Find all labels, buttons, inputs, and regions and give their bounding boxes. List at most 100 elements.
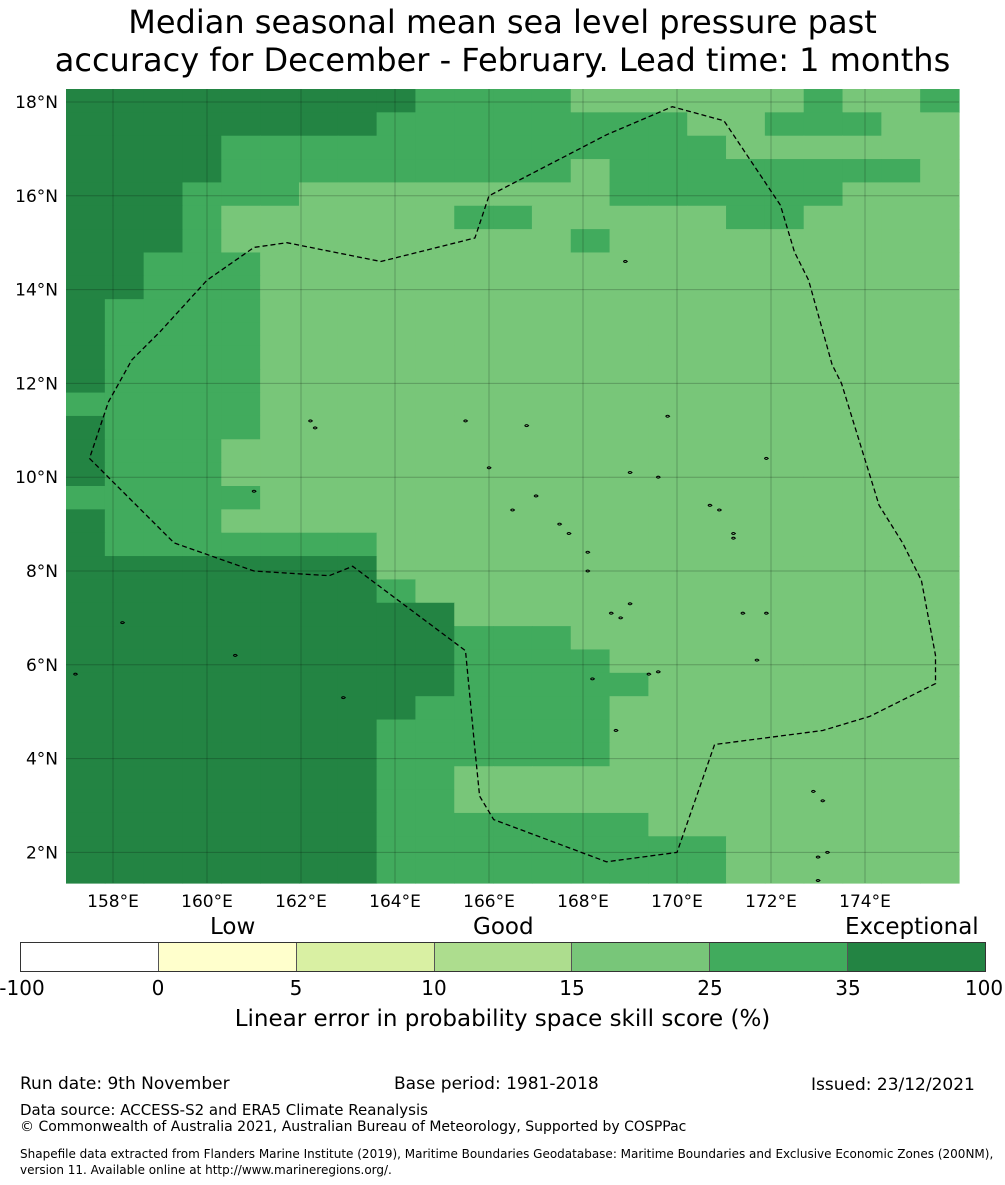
skill-cell — [454, 275, 494, 300]
skill-cell — [648, 509, 688, 534]
skill-cell — [337, 742, 378, 767]
skill-cell — [298, 649, 339, 674]
title-line-1: Median seasonal mean sea level pressure … — [128, 3, 877, 41]
island-outline — [825, 850, 831, 854]
skill-cell — [454, 789, 494, 814]
skill-cell — [143, 345, 184, 370]
skill-cell — [920, 789, 960, 814]
skill-cell — [454, 369, 494, 394]
skill-cell — [920, 275, 960, 300]
skill-cell — [803, 275, 844, 300]
skill-cell — [764, 626, 805, 651]
skill-cell — [687, 205, 727, 230]
skill-cell — [66, 135, 106, 160]
skill-cell — [298, 252, 339, 277]
colorbar-label: Linear error in probability space skill … — [234, 1006, 771, 1032]
skill-cell — [415, 462, 455, 487]
skill-cell — [609, 532, 649, 557]
skill-cell — [687, 812, 727, 837]
latitude-tick-label: 14°N — [15, 281, 58, 301]
skill-cell — [337, 766, 378, 791]
skill-cell — [764, 602, 805, 627]
skill-cell — [493, 89, 533, 113]
skill-cell — [298, 859, 339, 884]
skill-cell — [726, 159, 766, 184]
latitude-tick-label: 16°N — [15, 187, 58, 207]
skill-cell — [764, 696, 805, 721]
skill-cell — [376, 159, 417, 184]
skill-cell — [104, 322, 145, 347]
skill-cell — [687, 112, 727, 137]
skill-cell — [531, 135, 572, 160]
latitude-tick-label: 6°N — [26, 656, 58, 676]
skill-cell — [337, 275, 378, 300]
skill-cell — [66, 89, 106, 113]
skill-cell — [493, 345, 533, 370]
skill-cell — [764, 836, 805, 861]
skill-cell — [337, 159, 378, 184]
skill-cell — [920, 509, 960, 534]
skill-cell — [104, 89, 145, 113]
skill-cell — [570, 182, 611, 207]
skill-cell — [881, 719, 921, 744]
skill-cell — [803, 392, 844, 417]
island-outline — [763, 456, 770, 460]
skill-cell — [687, 719, 727, 744]
skill-cell — [337, 252, 378, 277]
skill-cell — [104, 672, 145, 697]
skill-cell — [570, 159, 611, 184]
skill-cell — [648, 859, 688, 884]
skill-cell — [609, 696, 649, 721]
skill-cell — [648, 579, 688, 604]
skill-cell — [920, 696, 960, 721]
skill-cell — [881, 742, 921, 767]
skill-cell — [920, 859, 960, 884]
skill-cell — [143, 299, 184, 324]
skill-cell — [143, 462, 184, 487]
skill-cell — [609, 275, 649, 300]
skill-cell — [570, 696, 611, 721]
island-outline — [608, 611, 614, 615]
skill-cell — [920, 719, 960, 744]
skill-cell — [764, 789, 805, 814]
skill-cell — [337, 696, 378, 721]
skill-cell — [531, 742, 572, 767]
skill-cell — [531, 532, 572, 557]
skill-cell — [415, 112, 455, 137]
island-outline — [731, 536, 737, 540]
skill-cell — [648, 462, 688, 487]
skill-cell — [648, 649, 688, 674]
skill-cell — [143, 252, 184, 277]
skill-cell — [182, 415, 222, 440]
skill-cell — [531, 275, 572, 300]
skill-cell — [260, 135, 300, 160]
skill-cell — [298, 369, 339, 394]
skill-cell — [687, 299, 727, 324]
skill-cell — [260, 532, 300, 557]
skill-cell — [493, 766, 533, 791]
skill-cell — [415, 205, 455, 230]
skill-cell — [842, 135, 882, 160]
skill-cell — [648, 112, 688, 137]
skill-cell — [298, 462, 339, 487]
skill-cell — [376, 649, 417, 674]
skill-cell — [104, 439, 145, 464]
skill-cell — [298, 556, 339, 581]
skill-cell — [260, 159, 300, 184]
skill-cell — [298, 579, 339, 604]
longitude-tick-label: 162°E — [275, 892, 327, 910]
skill-cell — [648, 89, 688, 113]
skill-cell — [454, 719, 494, 744]
skill-cell — [143, 392, 184, 417]
skill-cell — [493, 836, 533, 861]
skill-cell — [531, 112, 572, 137]
skill-cell — [842, 602, 882, 627]
island-outline — [510, 508, 516, 512]
skill-cell — [609, 89, 649, 113]
skill-cell — [881, 182, 921, 207]
skill-cell — [454, 415, 494, 440]
skill-cell — [376, 836, 417, 861]
skill-cell — [920, 89, 960, 113]
skill-cell — [648, 159, 688, 184]
skill-cell — [298, 836, 339, 861]
